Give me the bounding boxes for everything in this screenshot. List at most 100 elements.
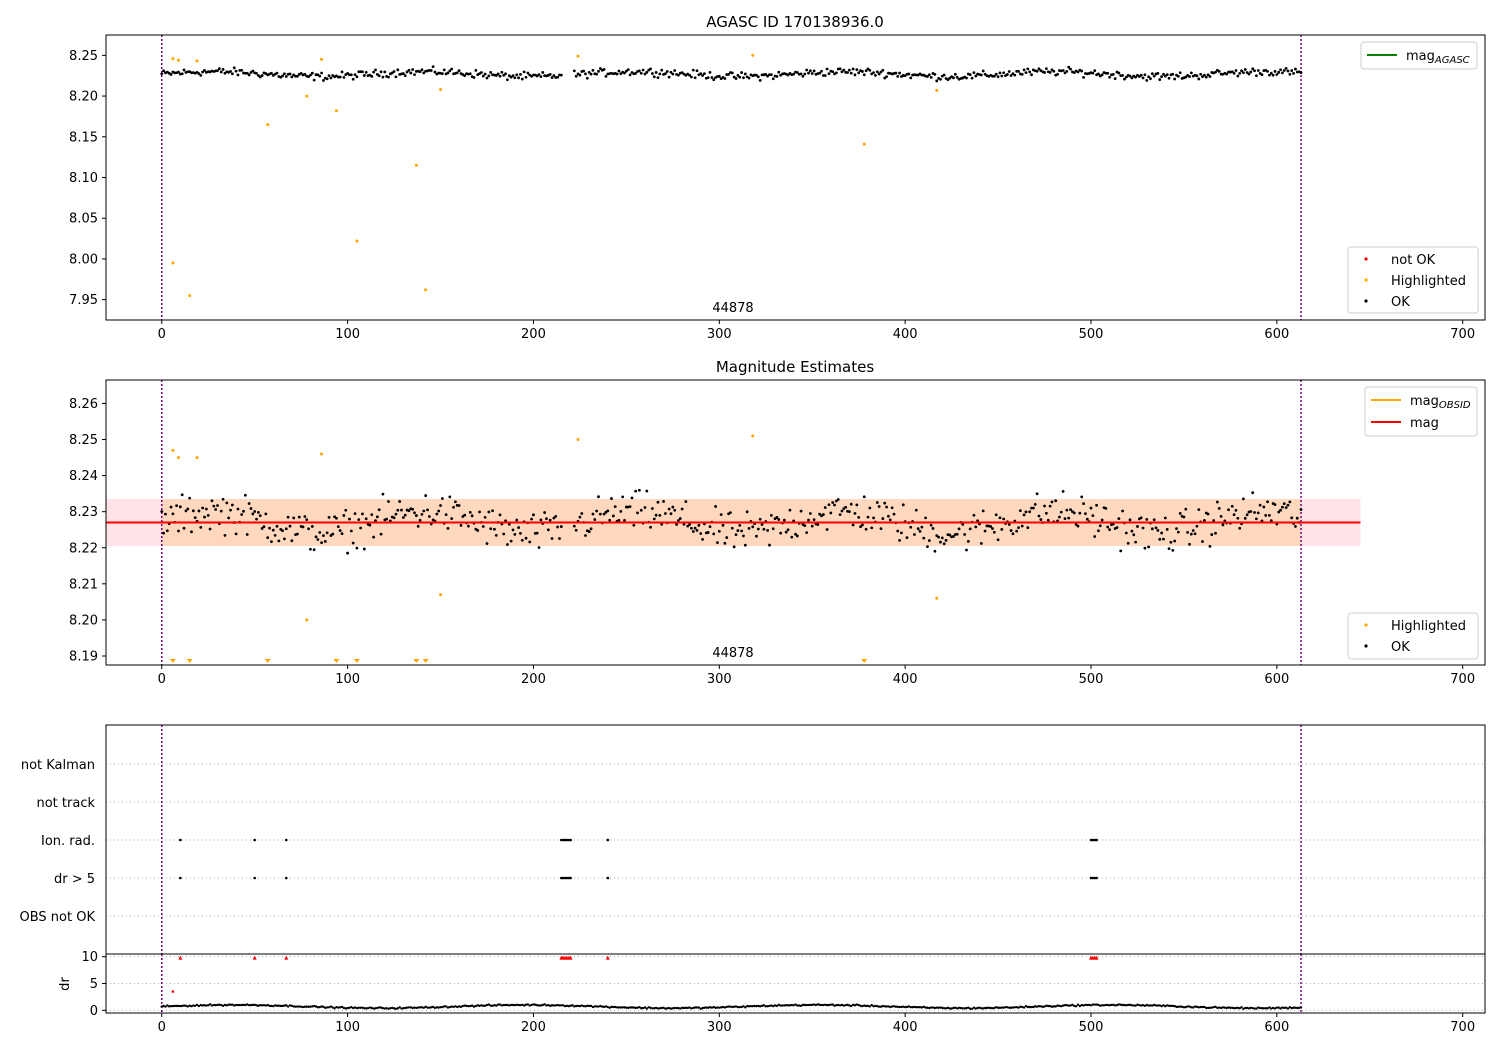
ok-point	[771, 527, 775, 531]
ok-point	[1020, 73, 1024, 76]
ok-point	[526, 71, 530, 75]
ok-point	[795, 534, 799, 538]
dr-point	[911, 1005, 914, 1009]
dr-point	[703, 1006, 706, 1009]
dr-point	[264, 1004, 268, 1007]
ok-point	[1271, 73, 1275, 77]
ok-point	[847, 68, 851, 72]
ok-point	[1147, 545, 1151, 549]
ok-point	[355, 75, 359, 79]
ok-point	[1241, 71, 1245, 75]
ok-point	[719, 513, 723, 517]
ok-point	[1232, 513, 1236, 517]
dr-point	[296, 1005, 299, 1008]
dr-point	[664, 1007, 667, 1010]
ok-point	[714, 505, 717, 508]
dr-point	[814, 1003, 818, 1007]
ok-point	[234, 532, 238, 536]
dr-point	[1039, 1005, 1043, 1008]
dr-point	[338, 1006, 342, 1009]
ok-point	[405, 70, 409, 74]
ok-point	[359, 526, 363, 530]
dr-point	[273, 1004, 277, 1007]
ok-point	[591, 512, 595, 516]
dr-point	[1123, 1003, 1126, 1007]
ok-point	[230, 72, 234, 76]
ok-point	[433, 70, 437, 74]
y-tick-label: 10	[81, 950, 98, 965]
ok-point	[909, 76, 913, 80]
ok-point	[585, 76, 589, 80]
ok-point	[872, 71, 875, 74]
dr-point	[822, 1003, 825, 1007]
dr-point	[1076, 1003, 1080, 1006]
ok-point	[1199, 72, 1203, 76]
ok-point	[379, 70, 383, 74]
ok-point	[327, 74, 331, 78]
dr-point	[1210, 1006, 1214, 1009]
y-tick-label: 8.25	[69, 49, 98, 64]
dr-point	[781, 1004, 784, 1007]
ok-point	[1069, 508, 1072, 512]
dr-point	[270, 1004, 273, 1008]
ok-point	[1197, 508, 1201, 512]
dr-point	[298, 1005, 301, 1008]
ok-point	[1158, 537, 1162, 541]
ok-point	[1195, 524, 1199, 528]
ok-point	[1128, 74, 1132, 78]
ok-point	[191, 509, 195, 513]
ok-point	[219, 509, 223, 513]
ok-point	[435, 512, 439, 516]
ok-point	[900, 531, 903, 535]
ok-point	[1154, 526, 1158, 530]
ok-point	[979, 73, 983, 77]
ok-point	[894, 71, 898, 75]
dr-point	[574, 1004, 578, 1008]
dr-point	[783, 1004, 786, 1007]
dr-point	[456, 1005, 459, 1009]
ok-point	[747, 527, 751, 530]
dr-point	[208, 1003, 212, 1006]
dr-point	[1141, 1003, 1145, 1007]
dr-point	[1019, 1005, 1022, 1008]
dr-point	[311, 1005, 314, 1008]
dr-point	[1286, 1007, 1290, 1010]
ok-point	[1005, 73, 1009, 76]
ok-point	[411, 507, 415, 511]
ok-point	[898, 71, 901, 75]
ok-point	[478, 510, 481, 514]
ok-point	[632, 523, 636, 527]
dr-point	[688, 1006, 691, 1009]
dr-point	[954, 1006, 957, 1009]
ok-point	[580, 512, 584, 515]
highlighted-point	[576, 54, 580, 58]
ok-point	[939, 77, 942, 81]
panel-magnitude-plot-area	[106, 380, 1361, 665]
ok-point	[230, 503, 234, 507]
ok-point	[864, 527, 868, 531]
ok-point	[1043, 504, 1046, 508]
x-tick-label: 200	[521, 327, 546, 342]
ok-point	[1232, 71, 1236, 75]
dr-clipped-marker	[178, 955, 183, 960]
highlighted-point	[355, 239, 359, 243]
ok-point	[468, 72, 472, 76]
ok-point	[203, 68, 206, 72]
flag-point	[1093, 838, 1097, 842]
dr-point	[483, 1004, 487, 1007]
dr-point	[935, 1006, 938, 1009]
dr-point	[593, 1005, 596, 1008]
ok-point	[1030, 73, 1033, 77]
legend-highlighted-marker	[1364, 278, 1368, 282]
dr-point	[946, 1006, 950, 1010]
dr-point	[1035, 1005, 1039, 1008]
dr-point	[381, 1006, 385, 1010]
ok-point	[1130, 76, 1134, 80]
dr-point	[1008, 1006, 1011, 1009]
ok-point	[206, 513, 210, 517]
highlighted-point	[195, 456, 199, 460]
dr-point	[818, 1003, 821, 1007]
flag-point	[565, 876, 569, 880]
dr-point	[430, 1006, 433, 1009]
ok-point	[323, 540, 327, 543]
